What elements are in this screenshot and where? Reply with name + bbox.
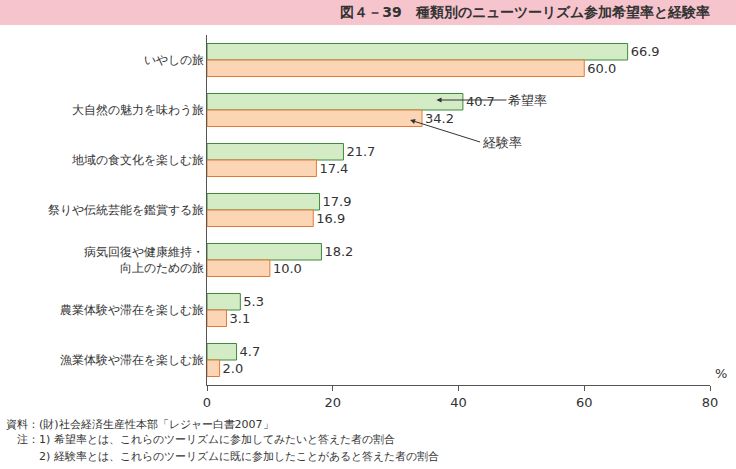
- svg-text:地域の食文化を楽しむ旅: 地域の食文化を楽しむ旅: [71, 153, 204, 167]
- svg-text:2) 経験率とは、これらのツーリズムに既に参加したことがある: 2) 経験率とは、これらのツーリズムに既に参加したことがあると答えた者の割合: [6, 450, 439, 463]
- svg-text:17.9: 17.9: [323, 194, 352, 209]
- svg-text:希望率: 希望率: [508, 93, 547, 108]
- svg-text:80: 80: [702, 395, 719, 410]
- svg-text:4.7: 4.7: [240, 344, 261, 359]
- svg-text:資料：(財)社会経済生産性本部「レジャー白書2007」: 資料：(財)社会経済生産性本部「レジャー白書2007」: [6, 418, 274, 431]
- svg-text:いやしの旅: いやしの旅: [144, 53, 204, 67]
- svg-text:2.0: 2.0: [223, 361, 244, 376]
- svg-text:大自然の魅力を味わう旅: 大自然の魅力を味わう旅: [72, 103, 204, 117]
- svg-text:漁業体験や滞在を楽しむ旅: 漁業体験や滞在を楽しむ旅: [60, 353, 204, 367]
- svg-text:17.4: 17.4: [319, 161, 348, 176]
- svg-text:40: 40: [450, 395, 467, 410]
- svg-text:20: 20: [324, 395, 341, 410]
- svg-text:注：1) 希望率とは、これらのツーリズムに参加してみたいと答: 注：1) 希望率とは、これらのツーリズムに参加してみたいと答えた者の割合: [6, 433, 395, 446]
- svg-text:18.2: 18.2: [324, 244, 353, 259]
- svg-text:5.3: 5.3: [243, 294, 264, 309]
- svg-text:10.0: 10.0: [273, 261, 302, 276]
- svg-text:34.2: 34.2: [425, 111, 454, 126]
- svg-text:経験率: 経験率: [482, 135, 522, 150]
- svg-text:農業体験や滞在を楽しむ旅: 農業体験や滞在を楽しむ旅: [60, 303, 204, 317]
- svg-text:0: 0: [203, 395, 211, 410]
- svg-text:66.9: 66.9: [631, 44, 660, 59]
- svg-text:祭りや伝統芸能を鑑賞する旅: 祭りや伝統芸能を鑑賞する旅: [48, 203, 204, 217]
- svg-text:60: 60: [576, 395, 593, 410]
- svg-text:16.9: 16.9: [316, 211, 345, 226]
- svg-text:40.7: 40.7: [466, 94, 495, 109]
- svg-text:図４－39 種類別のニューツーリズム参加希望率と経験率: 図４－39 種類別のニューツーリズム参加希望率と経験率: [340, 4, 709, 20]
- svg-text:病気回復や健康維持・向上のための旅: 病気回復や健康維持・向上のための旅: [84, 245, 204, 275]
- svg-text:21.7: 21.7: [346, 144, 375, 159]
- svg-text:%: %: [715, 366, 727, 381]
- svg-text:60.0: 60.0: [587, 61, 616, 76]
- svg-text:3.1: 3.1: [229, 311, 250, 326]
